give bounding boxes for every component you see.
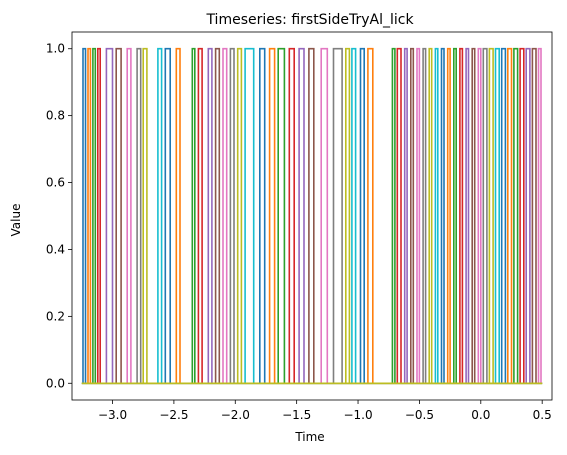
series-pulse <box>308 47 315 384</box>
series-pulse <box>105 47 114 384</box>
series-pulse <box>416 47 421 384</box>
x-tick-label: −1.0 <box>343 408 372 422</box>
x-tick-label: 0.5 <box>533 408 552 422</box>
series-pulse <box>410 47 415 384</box>
series-pulse <box>391 47 396 384</box>
series-pulse <box>459 47 464 384</box>
series-pulse <box>268 47 276 384</box>
series-pulse <box>396 47 402 384</box>
series-pulse <box>136 47 142 384</box>
series-pulse <box>164 47 171 384</box>
x-tick-label: −0.5 <box>405 408 434 422</box>
series-pulse <box>320 47 329 384</box>
series-pulse <box>115 47 122 384</box>
series-pulse <box>465 47 470 384</box>
series-pulse <box>207 47 213 384</box>
x-axis-label: Time <box>294 430 324 444</box>
y-tick-label: 0.6 <box>46 176 65 190</box>
series-pulse <box>477 47 482 384</box>
series-pulse <box>157 47 163 384</box>
series-pulse <box>507 47 513 384</box>
series-pulse <box>428 47 433 384</box>
series-pulse <box>236 47 243 384</box>
series-pulse <box>175 47 181 384</box>
series-pulse <box>229 47 235 384</box>
series-pulse <box>422 47 427 384</box>
x-tick-label: −2.0 <box>221 408 250 422</box>
series-pulse <box>222 47 228 384</box>
series-pulse <box>537 47 542 384</box>
y-tick-label: 0.8 <box>46 109 65 123</box>
series-pulse <box>142 47 148 384</box>
y-axis-label: Value <box>9 204 23 237</box>
y-tick-label: 0.4 <box>46 242 65 256</box>
series-pulse <box>97 47 101 384</box>
series-pulse <box>471 47 476 384</box>
y-tick-label: 0.2 <box>46 309 65 323</box>
series-pulse <box>494 47 500 384</box>
chart-title: Timeseries: firstSideTryAl_lick <box>205 12 414 28</box>
series-pulse <box>288 47 295 384</box>
x-axis: −3.0 −2.5 −2.0 −1.5 −1.0 −0.5 0.0 0.5 <box>98 400 552 422</box>
series-pulse <box>403 47 408 384</box>
series-pulse <box>259 47 266 384</box>
x-tick-label: −3.0 <box>98 408 127 422</box>
series-pulse <box>513 47 519 384</box>
series-pulse <box>351 47 357 384</box>
series-pulse <box>191 47 196 384</box>
series-pulse <box>197 47 203 384</box>
series-pulse <box>126 47 132 384</box>
x-tick-label: −2.5 <box>159 408 188 422</box>
series-pulse <box>214 47 221 384</box>
x-tick-label: 0.0 <box>471 408 490 422</box>
series-pulse <box>453 47 457 384</box>
series-pulse <box>482 47 488 384</box>
series-pulse <box>298 47 305 384</box>
series-pulse <box>500 47 507 384</box>
series-pulse <box>92 47 97 384</box>
series-pulse <box>345 47 351 384</box>
y-axis: 0.0 0.2 0.4 0.6 0.8 1.0 <box>46 42 72 390</box>
series-pulse <box>525 47 531 384</box>
series-pulse <box>488 47 494 384</box>
plot-frame <box>71 31 553 401</box>
series-pulse <box>434 47 439 384</box>
y-tick-label: 1.0 <box>46 42 65 56</box>
series-pulse <box>277 47 286 384</box>
series-pulse <box>332 47 343 384</box>
series-pulse <box>87 47 92 384</box>
series-pulse <box>82 47 87 384</box>
series-pulse <box>519 47 525 384</box>
series-pulse <box>440 47 445 384</box>
plot-series <box>81 47 543 385</box>
series-pulse <box>244 47 255 384</box>
series-pulse <box>359 47 365 384</box>
x-tick-label: −1.5 <box>282 408 311 422</box>
series-pulse <box>367 47 374 384</box>
series-pulse <box>531 47 537 384</box>
y-tick-label: 0.0 <box>46 376 65 390</box>
series-pulse <box>446 47 451 384</box>
